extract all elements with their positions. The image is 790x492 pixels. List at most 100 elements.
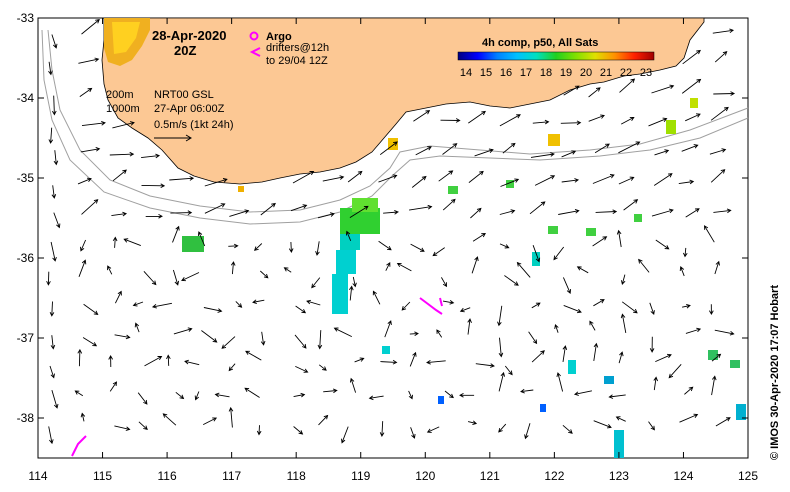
current-vector-arrow	[668, 363, 682, 379]
current-vector-arrow	[169, 176, 195, 181]
current-vector-arrow	[562, 345, 568, 362]
current-vector-arrow	[682, 247, 688, 258]
current-vector-arrow	[497, 305, 503, 327]
current-vector-arrow	[653, 173, 673, 186]
current-vector-arrow	[532, 119, 550, 125]
current-vector-arrow	[616, 229, 622, 248]
current-vector-arrow	[554, 324, 559, 333]
current-vector-arrow	[684, 386, 694, 395]
current-vector-arrow	[475, 363, 495, 368]
colorbar-tick-label: 15	[480, 67, 492, 79]
current-vector-arrow	[214, 392, 230, 398]
current-vector-arrow	[528, 331, 538, 345]
current-vector-arrow	[162, 413, 177, 426]
current-vector-arrow	[228, 406, 234, 428]
current-vector-arrow	[372, 290, 381, 305]
drifter-tracks	[71, 297, 443, 457]
sst-source: NRT00 GSL	[154, 89, 214, 101]
current-vector-arrow	[563, 304, 582, 314]
current-vector-arrow	[653, 376, 659, 391]
vector-scale-arrow	[154, 134, 192, 142]
current-vector-arrow	[681, 144, 699, 152]
current-vector-arrow	[620, 274, 626, 286]
current-vector-arrow	[79, 87, 93, 97]
current-vector-arrow	[576, 266, 589, 274]
current-vector-arrow	[704, 225, 715, 243]
current-vector-arrow	[51, 389, 59, 409]
current-vector-arrow	[260, 331, 266, 346]
current-vector-arrow	[184, 359, 200, 366]
drifter-icon	[249, 47, 261, 57]
current-vector-arrow	[221, 336, 236, 349]
current-vector-arrow	[588, 87, 601, 98]
current-vector-arrow	[711, 375, 717, 396]
current-vector-arrow	[470, 207, 482, 219]
current-vector-arrow	[256, 425, 262, 436]
current-vector-arrow	[349, 377, 357, 393]
current-vector-arrow	[711, 353, 722, 362]
current-vector-arrow	[145, 214, 163, 219]
map-time-title: 20Z	[174, 43, 196, 58]
current-vector-arrow	[78, 57, 100, 64]
current-vector-arrow	[471, 256, 479, 274]
current-vector-arrow	[379, 141, 398, 156]
current-vector-arrow	[172, 225, 180, 243]
current-vector-arrow	[562, 424, 573, 434]
current-vector-arrow	[709, 148, 727, 155]
current-vector-arrow	[230, 261, 236, 275]
current-vector-arrow	[260, 202, 276, 216]
colorbar-tick-label: 16	[500, 67, 512, 79]
current-vector-arrow	[504, 365, 513, 376]
current-vector-arrow	[468, 170, 484, 183]
current-vector-arrow	[333, 327, 352, 338]
current-vector-arrow	[318, 364, 327, 371]
legend-contour-200: 200m	[106, 89, 134, 101]
current-vectors	[46, 19, 736, 445]
current-vector-arrow	[283, 267, 292, 273]
current-vector-arrow	[347, 170, 363, 183]
current-vector-arrow	[573, 390, 592, 396]
current-vector-arrow	[620, 116, 635, 125]
current-vector-arrow	[562, 277, 572, 294]
current-vector-arrow	[114, 425, 131, 431]
current-vector-arrow	[715, 417, 731, 427]
current-vector-arrow	[111, 211, 128, 217]
current-vector-arrow	[292, 171, 315, 184]
current-vector-arrow	[608, 394, 626, 399]
current-vector-arrow	[531, 350, 545, 363]
current-vector-arrow	[561, 150, 577, 158]
current-vector-arrow	[436, 329, 443, 338]
current-vector-arrow	[648, 117, 668, 127]
current-vector-arrow	[48, 127, 54, 144]
sst-patch-coast-inner	[112, 22, 140, 54]
current-vector-arrow	[401, 301, 411, 311]
lon-tick-label: 118	[287, 469, 306, 483]
current-vector-arrow	[531, 302, 541, 309]
lon-tick-label: 114	[28, 469, 47, 483]
current-vector-arrow	[341, 426, 349, 444]
current-vector-arrow	[228, 243, 239, 249]
current-vector-arrow	[468, 110, 486, 124]
current-vector-arrow	[524, 423, 531, 440]
current-vector-arrow	[380, 359, 398, 365]
lat-tick-label: -34	[17, 91, 35, 105]
current-vector-arrow	[623, 199, 639, 211]
current-vector-arrow	[352, 276, 357, 288]
current-vector-arrow	[459, 393, 475, 398]
lon-tick-label: 123	[609, 469, 629, 483]
current-vector-arrow	[618, 176, 635, 185]
current-vector-arrow	[440, 118, 461, 123]
current-vector-arrow	[194, 391, 200, 401]
current-vector-arrow	[80, 412, 86, 422]
current-vector-arrow	[679, 266, 685, 277]
current-vector-arrow	[710, 106, 729, 121]
current-vector-arrow	[204, 178, 228, 187]
current-vector-arrow	[132, 301, 144, 307]
current-vector-arrow	[114, 334, 131, 340]
current-vector-arrow	[294, 334, 307, 349]
current-vector-arrow	[467, 318, 472, 335]
current-vector-arrow	[685, 113, 701, 122]
lon-tick-label: 125	[738, 469, 758, 483]
current-vector-arrow	[383, 209, 399, 215]
current-vector-arrow	[181, 272, 200, 282]
